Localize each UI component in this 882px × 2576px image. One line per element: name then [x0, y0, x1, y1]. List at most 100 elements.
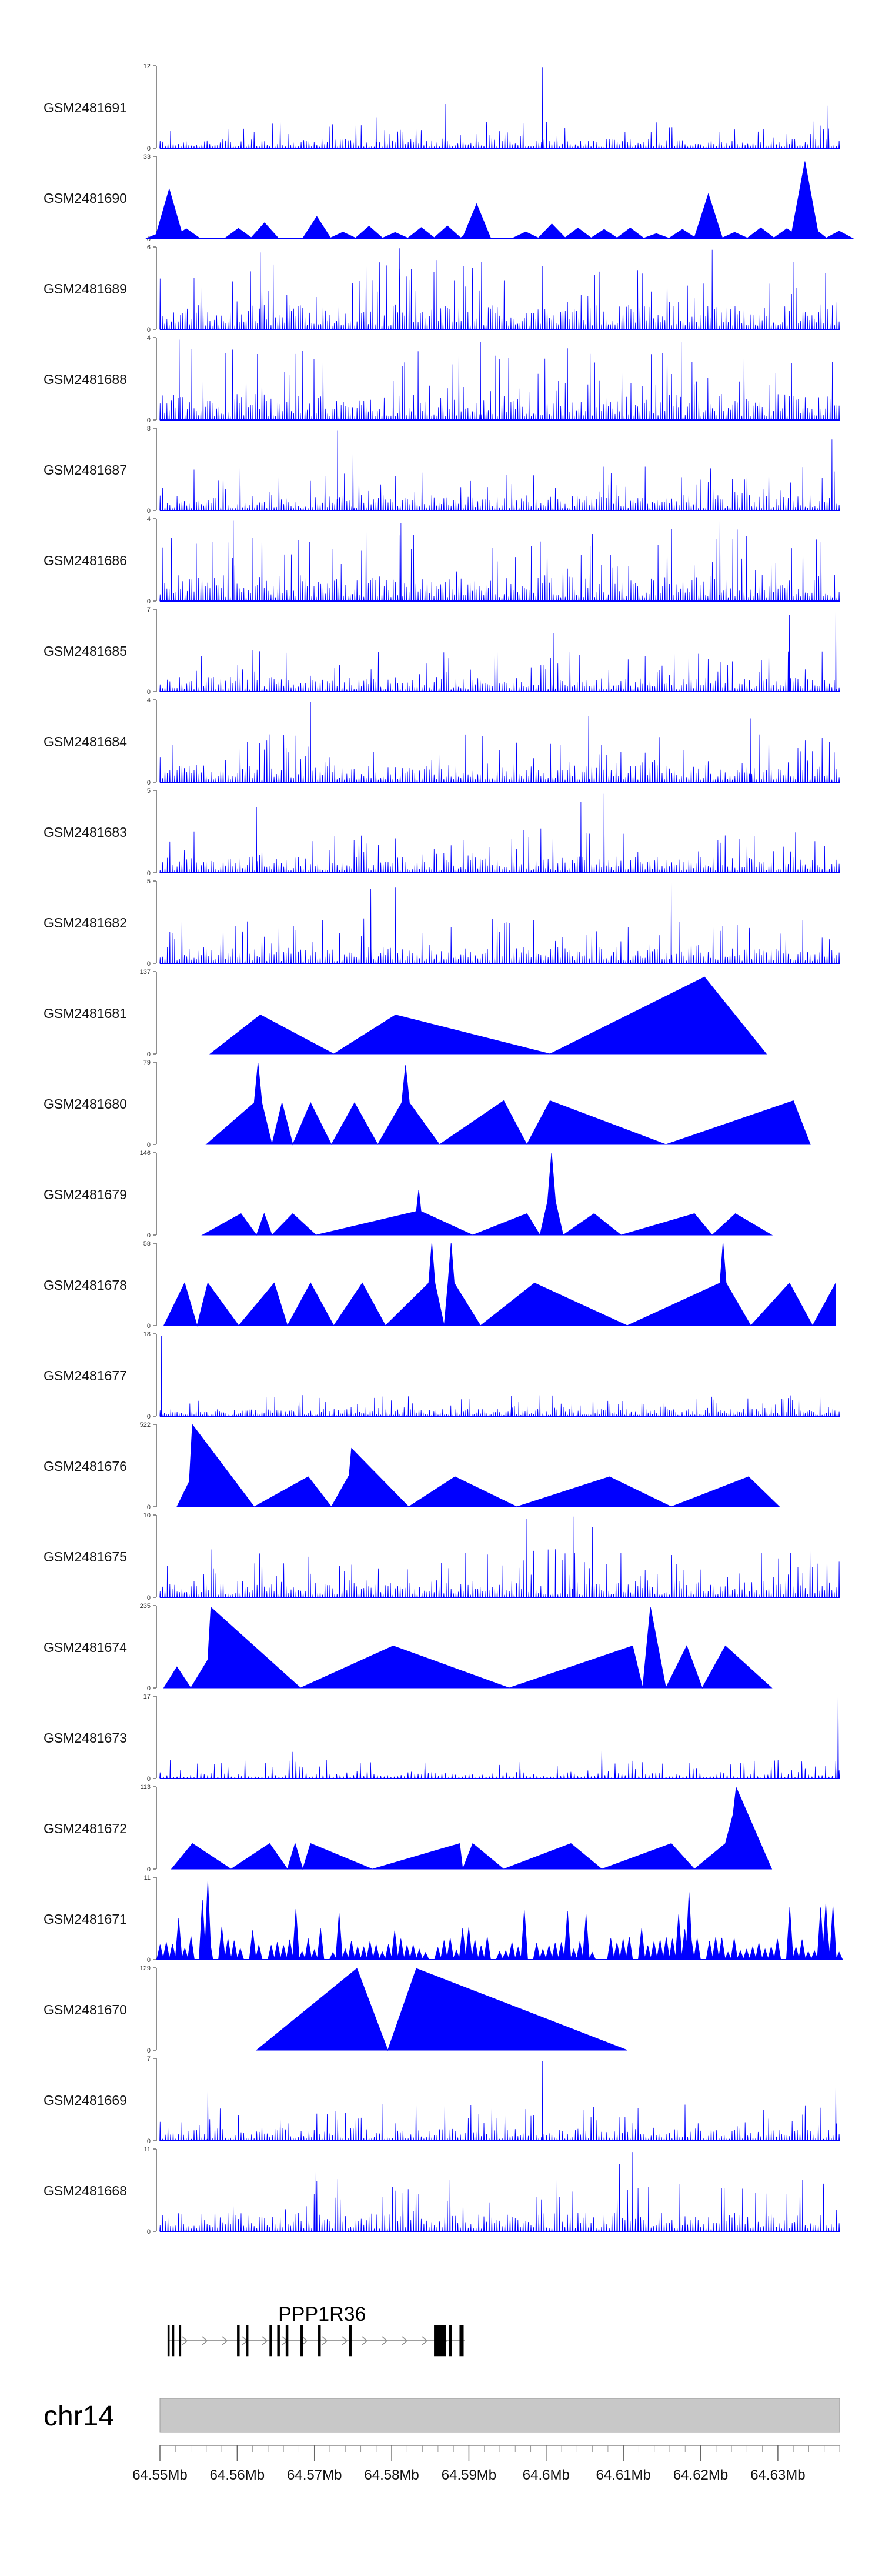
genome-tick-label: 64.63Mb: [750, 2467, 805, 2483]
exon: [285, 2325, 289, 2357]
track-GSM2481681: GSM2481681 137 0: [44, 969, 767, 1058]
coverage-area: [159, 2060, 840, 2141]
y-tick-label-min: 0: [147, 1685, 151, 1692]
track-GSM2481673: GSM2481673 17 0: [44, 1693, 840, 1783]
exon: [434, 2325, 446, 2357]
y-tick-label-min: 0: [147, 2047, 151, 2054]
y-tick-label-min: 0: [147, 1232, 151, 1239]
track-label: GSM2481669: [44, 2093, 127, 2108]
track-label: GSM2481677: [44, 1368, 127, 1383]
strand-chevron: [222, 2336, 228, 2345]
coverage-area: [159, 1697, 840, 1779]
track-GSM2481668: GSM2481668 11 0: [44, 2146, 840, 2235]
strand-chevron: [302, 2336, 308, 2345]
track-label: GSM2481690: [44, 191, 127, 206]
track-GSM2481686: GSM2481686 4 0: [44, 516, 840, 605]
genome-tick-label: 64.57Mb: [287, 2467, 342, 2483]
y-tick-label-max: 6: [147, 244, 151, 251]
exon: [318, 2325, 321, 2357]
strand-chevron: [262, 2336, 268, 2345]
track-label: GSM2481668: [44, 2183, 127, 2198]
y-tick-label-max: 11: [144, 2146, 151, 2153]
track-label: GSM2481671: [44, 1911, 127, 1927]
chromosome-label: chr14: [44, 2401, 114, 2432]
coverage-area: [159, 430, 840, 511]
strand-chevron: [322, 2336, 328, 2345]
y-tick-label-max: 18: [143, 1331, 151, 1338]
y-tick-label-max: 113: [140, 1784, 151, 1791]
y-tick-label-min: 0: [147, 417, 151, 424]
track-GSM2481678: GSM2481678 58 0: [44, 1240, 836, 1330]
coverage-area: [159, 248, 840, 330]
y-tick-label-max: 12: [143, 63, 151, 70]
y-tick-label-max: 5: [147, 878, 151, 885]
track-GSM2481674: GSM2481674 235 0: [44, 1603, 773, 1692]
coverage-area: [159, 520, 840, 602]
data-tracks: GSM2481691120GSM2481690330GSM248168960GS…: [44, 63, 854, 2235]
y-tick-label-min: 0: [147, 598, 151, 605]
track-label: GSM2481691: [44, 100, 127, 115]
coverage-area: [159, 793, 840, 873]
track-label: GSM2481670: [44, 2002, 127, 2017]
y-tick-label-min: 0: [147, 1413, 151, 1420]
track-GSM2481687: GSM2481687 8 0: [44, 425, 840, 515]
y-tick-label-min: 0: [147, 1957, 151, 1964]
genome-tick-label: 64.56Mb: [210, 2467, 265, 2483]
track-GSM2481691: GSM2481691 12 0: [44, 63, 840, 152]
strand-chevron: [362, 2336, 368, 2345]
genome-tick-label: 64.59Mb: [442, 2467, 496, 2483]
y-tick-label-min: 0: [147, 1866, 151, 1873]
track-GSM2481685: GSM2481685 7 0: [44, 606, 840, 696]
y-tick-label-min: 0: [147, 2138, 151, 2145]
y-tick-label-max: 4: [147, 697, 151, 704]
coverage-area: [163, 1606, 773, 1689]
exon: [172, 2325, 175, 2357]
y-tick-label-max: 10: [143, 1512, 151, 1519]
track-GSM2481677: GSM2481677 18 0: [44, 1331, 840, 1420]
coverage-area: [159, 67, 840, 149]
track-GSM2481689: GSM2481689 6 0: [44, 244, 840, 333]
y-tick-label-min: 0: [147, 1051, 151, 1058]
coverage-area: [209, 976, 767, 1055]
coverage-area: [205, 1063, 811, 1146]
exon: [449, 2325, 452, 2357]
track-label: GSM2481678: [44, 1277, 127, 1293]
coverage-area: [159, 339, 840, 421]
chromosome-ideogram-track: chr14: [44, 2398, 840, 2433]
exon: [179, 2325, 182, 2357]
track-GSM2481684: GSM2481684 4 0: [44, 697, 840, 786]
y-tick-label-min: 0: [147, 960, 151, 967]
gene-label: PPP1R36: [278, 2303, 366, 2325]
exon: [459, 2325, 464, 2357]
exon: [277, 2325, 280, 2357]
y-tick-label-max: 7: [147, 606, 151, 613]
track-GSM2481669: GSM2481669 7 0: [44, 2056, 840, 2145]
genome-tick-label: 64.58Mb: [364, 2467, 419, 2483]
exon: [237, 2325, 240, 2357]
y-tick-label-max: 235: [140, 1603, 151, 1610]
coverage-area: [145, 161, 854, 239]
coverage-area: [159, 2152, 840, 2232]
track-label: GSM2481687: [44, 462, 127, 478]
track-GSM2481690: GSM2481690 33 0: [44, 154, 854, 243]
coverage-area: [156, 1881, 843, 1960]
exon: [246, 2325, 249, 2357]
y-tick-label-max: 4: [147, 335, 151, 342]
gene-model-track: PPP1R36: [167, 2303, 465, 2357]
genome-tick-label: 64.61Mb: [596, 2467, 650, 2483]
track-GSM2481682: GSM2481682 5 0: [44, 878, 840, 967]
y-tick-label-min: 0: [147, 236, 151, 243]
genome-tick-label: 64.55Mb: [132, 2467, 187, 2483]
strand-chevron: [382, 2336, 388, 2345]
y-tick-label-min: 0: [147, 779, 151, 786]
coverage-area: [159, 882, 840, 964]
y-tick-label-max: 8: [147, 425, 151, 432]
track-GSM2481675: GSM2481675 10 0: [44, 1512, 840, 1601]
y-tick-label-max: 4: [147, 516, 151, 523]
coverage-area: [201, 1153, 773, 1236]
coverage-area: [159, 1336, 840, 1417]
coverage-area: [171, 1786, 773, 1870]
track-label: GSM2481689: [44, 281, 127, 296]
track-label: GSM2481679: [44, 1187, 127, 1202]
